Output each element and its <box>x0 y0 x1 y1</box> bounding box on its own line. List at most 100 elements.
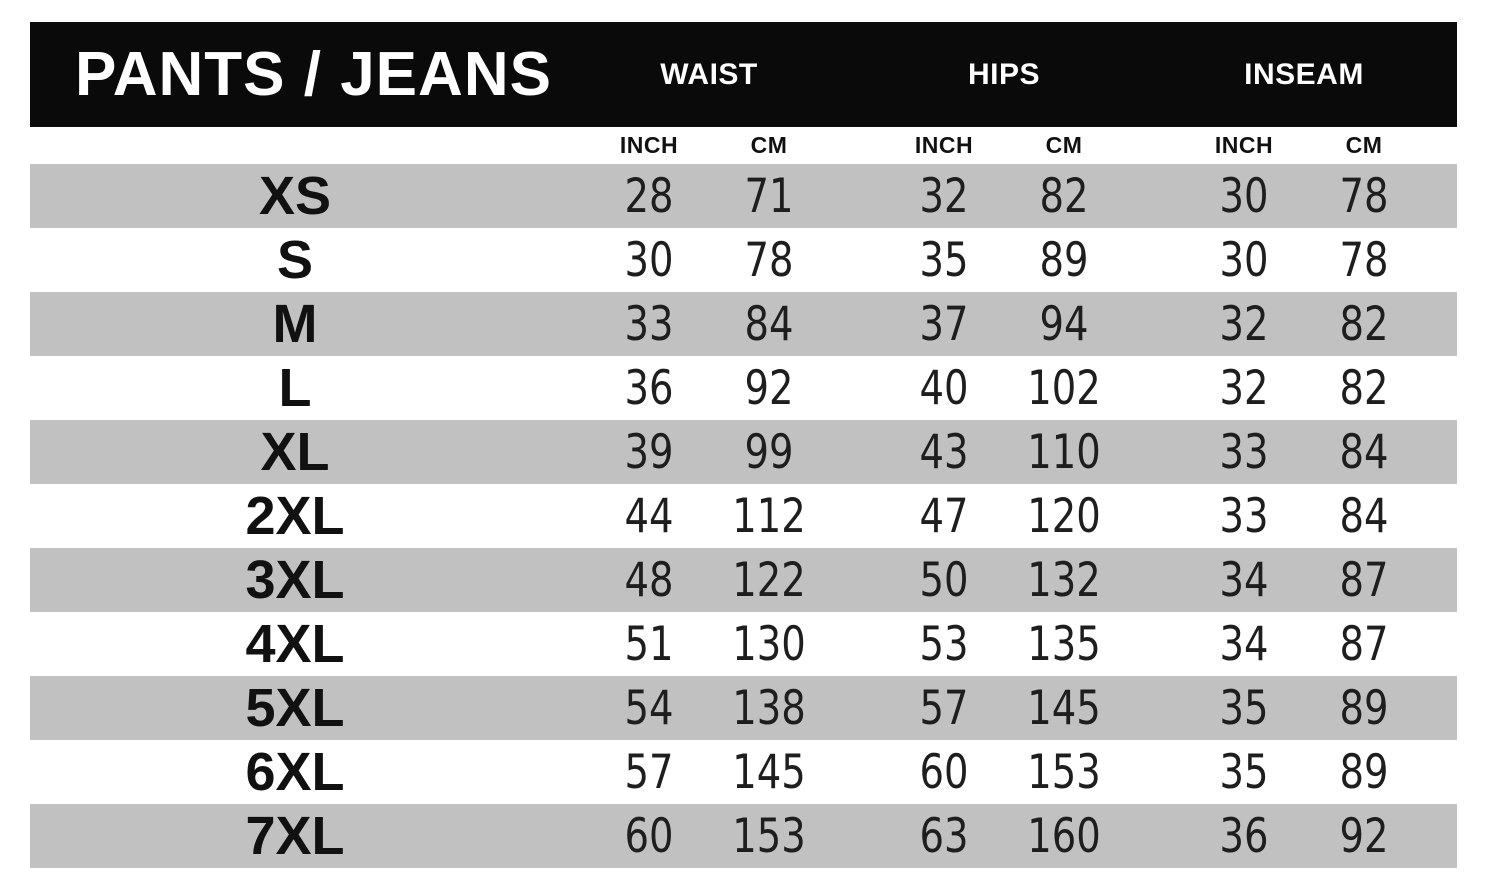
waist-inch-value: 44 <box>624 488 674 544</box>
table-row-l: L 36 92 40 102 32 82 <box>30 356 1457 420</box>
size-label: XS <box>258 166 332 226</box>
inseam-inch-value: 30 <box>1219 168 1269 224</box>
inseam-cm-value: 84 <box>1339 424 1389 480</box>
unit-header-row: INCH CM INCH CM INCH CM <box>30 127 1457 164</box>
inseam-cm-value: 92 <box>1339 808 1389 864</box>
table-row-6xl: 6XL 57 145 60 153 35 89 <box>30 740 1457 804</box>
table-row-xs: XS 28 71 32 82 30 78 <box>30 164 1457 228</box>
inseam-cm-value: 82 <box>1339 296 1389 352</box>
waist-cm-value: 145 <box>732 744 806 800</box>
waist-cm-header: CM <box>750 132 788 158</box>
waist-cm-value: 138 <box>732 680 806 736</box>
hips-cm-value: 110 <box>1027 424 1101 480</box>
hips-inch-value: 57 <box>919 680 969 736</box>
waist-cm-value: 71 <box>744 168 794 224</box>
waist-inch-value: 30 <box>624 232 674 288</box>
hips-cm-value: 120 <box>1027 488 1101 544</box>
hips-cm-value: 160 <box>1027 808 1101 864</box>
inseam-inch-value: 35 <box>1219 744 1269 800</box>
inseam-cm-value: 78 <box>1339 232 1389 288</box>
hips-cm-header: CM <box>1045 132 1083 158</box>
hips-inch-value: 40 <box>919 360 969 416</box>
inseam-inch-value: 34 <box>1219 616 1269 672</box>
hips-inch-value: 43 <box>919 424 969 480</box>
hips-inch-value: 32 <box>919 168 969 224</box>
inseam-cm-value: 87 <box>1339 552 1389 608</box>
hips-cm-value: 153 <box>1027 744 1101 800</box>
waist-cm-value: 99 <box>744 424 794 480</box>
inseam-inch-value: 30 <box>1219 232 1269 288</box>
inseam-cm-value: 89 <box>1339 744 1389 800</box>
waist-inch-value: 28 <box>624 168 674 224</box>
hips-cm-value: 82 <box>1039 168 1089 224</box>
waist-cm-value: 84 <box>744 296 794 352</box>
hips-cm-value: 94 <box>1039 296 1089 352</box>
inseam-inch-value: 33 <box>1219 424 1269 480</box>
size-label: S <box>276 230 314 290</box>
inseam-inch-value: 33 <box>1219 488 1269 544</box>
waist-inch-value: 51 <box>624 616 674 672</box>
inseam-cm-header: CM <box>1345 132 1383 158</box>
hips-inch-value: 53 <box>919 616 969 672</box>
size-label: L <box>278 358 312 418</box>
size-label: 7XL <box>245 806 345 866</box>
waist-inch-value: 57 <box>624 744 674 800</box>
size-label: M <box>272 294 318 354</box>
hips-cm-value: 89 <box>1039 232 1089 288</box>
hips-inch-value: 63 <box>919 808 969 864</box>
table-row-4xl: 4XL 51 130 53 135 34 87 <box>30 612 1457 676</box>
waist-cm-value: 130 <box>732 616 806 672</box>
waist-cm-value: 153 <box>732 808 806 864</box>
table-row-3xl: 3XL 48 122 50 132 34 87 <box>30 548 1457 612</box>
waist-inch-value: 48 <box>624 552 674 608</box>
hips-cm-value: 145 <box>1027 680 1101 736</box>
inseam-cm-value: 78 <box>1339 168 1389 224</box>
hips-inch-header: INCH <box>914 132 974 158</box>
column-group-inseam: INSEAM <box>1244 57 1364 91</box>
hips-inch-value: 50 <box>919 552 969 608</box>
waist-inch-value: 39 <box>624 424 674 480</box>
table-row-m: M 33 84 37 94 32 82 <box>30 292 1457 356</box>
size-chart: PANTS / JEANS WAIST HIPS INSEAM INCH CM … <box>30 22 1457 868</box>
size-label: 5XL <box>245 678 345 738</box>
inseam-inch-value: 34 <box>1219 552 1269 608</box>
inseam-cm-value: 84 <box>1339 488 1389 544</box>
waist-cm-value: 112 <box>732 488 806 544</box>
size-label: 2XL <box>245 486 345 546</box>
waist-inch-header: INCH <box>619 132 679 158</box>
column-group-hips: HIPS <box>967 57 1041 91</box>
inseam-inch-value: 32 <box>1219 360 1269 416</box>
hips-cm-value: 132 <box>1027 552 1101 608</box>
table-row-xl: XL 39 99 43 110 33 84 <box>30 420 1457 484</box>
waist-inch-value: 54 <box>624 680 674 736</box>
hips-inch-value: 47 <box>919 488 969 544</box>
inseam-cm-value: 82 <box>1339 360 1389 416</box>
table-row-s: S 30 78 35 89 30 78 <box>30 228 1457 292</box>
size-label: 6XL <box>245 742 345 802</box>
page-title: PANTS / JEANS <box>75 40 552 109</box>
size-label: 4XL <box>245 614 345 674</box>
table-row-7xl: 7XL 60 153 63 160 36 92 <box>30 804 1457 868</box>
hips-inch-value: 35 <box>919 232 969 288</box>
size-label: XL <box>260 422 330 482</box>
table-row-5xl: 5XL 54 138 57 145 35 89 <box>30 676 1457 740</box>
table-row-2xl: 2XL 44 112 47 120 33 84 <box>30 484 1457 548</box>
waist-inch-value: 60 <box>624 808 674 864</box>
waist-cm-value: 78 <box>744 232 794 288</box>
inseam-inch-header: INCH <box>1214 132 1274 158</box>
waist-cm-value: 122 <box>732 552 806 608</box>
table-body: XS 28 71 32 82 30 78 S 30 78 35 89 30 78… <box>30 164 1457 868</box>
chart-header-bar: PANTS / JEANS WAIST HIPS INSEAM <box>30 22 1457 127</box>
waist-inch-value: 33 <box>624 296 674 352</box>
hips-cm-value: 102 <box>1027 360 1101 416</box>
inseam-inch-value: 36 <box>1219 808 1269 864</box>
hips-inch-value: 60 <box>919 744 969 800</box>
column-group-waist: WAIST <box>660 57 758 91</box>
size-label: 3XL <box>245 550 345 610</box>
inseam-cm-value: 89 <box>1339 680 1389 736</box>
inseam-inch-value: 32 <box>1219 296 1269 352</box>
hips-inch-value: 37 <box>919 296 969 352</box>
waist-cm-value: 92 <box>744 360 794 416</box>
inseam-cm-value: 87 <box>1339 616 1389 672</box>
